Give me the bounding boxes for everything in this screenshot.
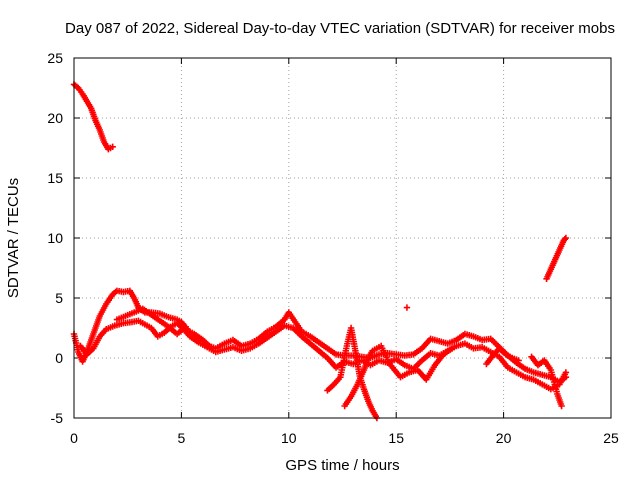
x-tick-label: 10 <box>281 430 297 446</box>
plot-area-frame <box>73 57 612 419</box>
data-point <box>448 345 456 352</box>
data-point <box>562 369 570 376</box>
series-SDTVAR <box>70 81 570 422</box>
y-tick-label: 5 <box>55 290 63 306</box>
data-point <box>561 236 569 243</box>
x-axis-label: GPS time / hours <box>285 457 399 474</box>
y-tick-label: 10 <box>47 230 63 246</box>
x-tick-label: 20 <box>496 430 512 446</box>
tick-labels: 0 5 10 15 20 25 -5 0 5 10 15 20 25 <box>47 50 619 446</box>
data-point <box>403 304 411 311</box>
x-tick-label: 15 <box>388 430 404 446</box>
x-tick-label: 5 <box>178 430 186 446</box>
y-tick-label: 20 <box>47 110 63 126</box>
y-tick-label: -5 <box>51 410 64 426</box>
y-tick-label: 25 <box>47 50 63 66</box>
x-tick-label: 0 <box>70 430 78 446</box>
data-marks <box>70 81 570 422</box>
data-point <box>515 357 522 364</box>
y-tick-label: 0 <box>55 350 63 366</box>
data-point <box>109 143 116 150</box>
data-point <box>182 323 189 330</box>
y-axis-label: SDTVAR / TECUs <box>5 178 22 298</box>
data-point <box>558 402 565 410</box>
x-tick-label: 25 <box>603 430 619 446</box>
chart-title: Day 087 of 2022, Sidereal Day-to-day VTE… <box>65 20 615 37</box>
data-point <box>562 234 570 242</box>
y-tick-label: 15 <box>47 170 63 186</box>
